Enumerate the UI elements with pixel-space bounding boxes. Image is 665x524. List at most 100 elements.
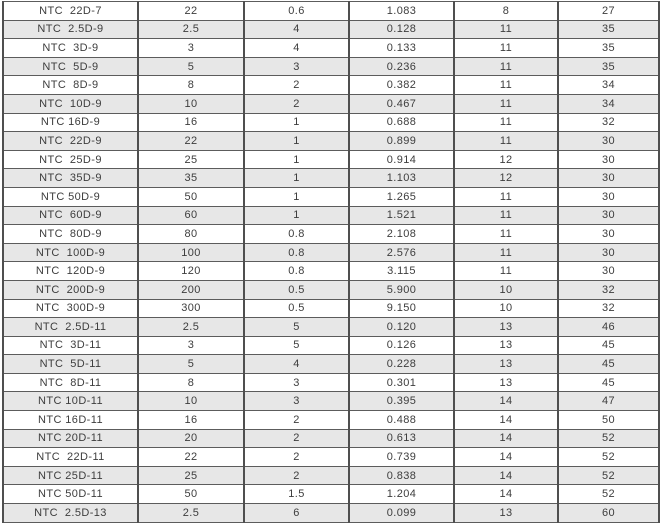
cell-col6: 34 (557, 75, 660, 95)
cell-col2: 5 (137, 354, 245, 374)
cell-col4: 0.838 (348, 465, 455, 486)
cell-col5: 11 (453, 242, 559, 263)
cell-col4: 0.126 (348, 335, 455, 356)
table-row: NTC 2.5D-13 2.5 6 0.099 13 60 (2, 503, 660, 523)
cell-col3: 2 (243, 447, 350, 467)
cell-model: NTC 50D-11 (2, 484, 139, 505)
cell-col4: 5.900 (348, 279, 455, 300)
table-row: NTC 35D-9 35 1 1.103 12 30 (2, 168, 660, 188)
cell-col6: 35 (557, 19, 660, 40)
cell-col6: 52 (557, 465, 660, 486)
cell-col3: 1 (243, 168, 350, 188)
cell-col5: 13 (453, 317, 559, 337)
cell-col4: 0.301 (348, 372, 455, 393)
cell-col3: 5 (243, 335, 350, 356)
cell-col6: 52 (557, 447, 660, 467)
cell-col2: 200 (137, 279, 245, 300)
cell-model: NTC 200D-9 (2, 279, 139, 300)
cell-model: NTC 20D-11 (2, 428, 139, 449)
cell-col5: 13 (453, 372, 559, 393)
table-row: NTC 5D-9 5 3 0.236 11 35 (2, 56, 660, 77)
cell-col4: 0.382 (348, 75, 455, 95)
cell-col2: 10 (137, 391, 245, 412)
cell-col6: 60 (557, 503, 660, 523)
cell-col3: 3 (243, 372, 350, 393)
table-row: NTC 300D-9 300 0.5 9.150 10 32 (2, 298, 660, 319)
cell-col5: 11 (453, 93, 559, 114)
cell-col5: 11 (453, 131, 559, 151)
cell-model: NTC 2.5D-9 (2, 19, 139, 40)
cell-col2: 5 (137, 56, 245, 77)
cell-col2: 120 (137, 261, 245, 281)
cell-col5: 11 (453, 19, 559, 40)
cell-col6: 30 (557, 242, 660, 263)
cell-col3: 2 (243, 93, 350, 114)
cell-col3: 2 (243, 465, 350, 486)
cell-col4: 1.265 (348, 186, 455, 207)
cell-col5: 11 (453, 112, 559, 133)
cell-col6: 30 (557, 149, 660, 170)
cell-col5: 11 (453, 56, 559, 77)
cell-col5: 12 (453, 168, 559, 188)
cell-col4: 0.099 (348, 503, 455, 523)
cell-col4: 1.083 (348, 1, 455, 21)
table-row: NTC 8D-11 8 3 0.301 13 45 (2, 372, 660, 393)
cell-col5: 11 (453, 75, 559, 95)
table-row: NTC 5D-11 5 4 0.228 13 45 (2, 354, 660, 374)
table-row: NTC 60D-9 60 1 1.521 11 30 (2, 205, 660, 226)
cell-col6: 52 (557, 484, 660, 505)
cell-col4: 0.467 (348, 93, 455, 114)
cell-col6: 46 (557, 317, 660, 337)
cell-col4: 0.128 (348, 19, 455, 40)
cell-model: NTC 16D-11 (2, 410, 139, 430)
cell-model: NTC 10D-9 (2, 93, 139, 114)
cell-col3: 4 (243, 38, 350, 58)
cell-col6: 45 (557, 372, 660, 393)
cell-model: NTC 22D-7 (2, 1, 139, 21)
cell-col3: 4 (243, 19, 350, 40)
cell-model: NTC 50D-9 (2, 186, 139, 207)
cell-col5: 14 (453, 410, 559, 430)
cell-model: NTC 2.5D-11 (2, 317, 139, 337)
cell-col2: 10 (137, 93, 245, 114)
cell-col3: 6 (243, 503, 350, 523)
cell-model: NTC 120D-9 (2, 261, 139, 281)
cell-col5: 14 (453, 447, 559, 467)
cell-col6: 30 (557, 224, 660, 244)
cell-model: NTC 16D-9 (2, 112, 139, 133)
table-row: NTC 10D-11 10 3 0.395 14 47 (2, 391, 660, 412)
cell-col5: 14 (453, 428, 559, 449)
cell-col3: 0.8 (243, 242, 350, 263)
cell-col4: 0.133 (348, 38, 455, 58)
cell-col3: 1 (243, 131, 350, 151)
cell-col5: 12 (453, 149, 559, 170)
cell-model: NTC 25D-11 (2, 465, 139, 486)
cell-col5: 10 (453, 279, 559, 300)
cell-col2: 35 (137, 168, 245, 188)
cell-model: NTC 35D-9 (2, 168, 139, 188)
cell-col5: 13 (453, 335, 559, 356)
cell-col3: 2 (243, 410, 350, 430)
cell-col4: 0.228 (348, 354, 455, 374)
cell-model: NTC 2.5D-13 (2, 503, 139, 523)
table-row: NTC 10D-9 10 2 0.467 11 34 (2, 93, 660, 114)
table-row: NTC 3D-11 3 5 0.126 13 45 (2, 335, 660, 356)
table-row: NTC 2.5D-9 2.5 4 0.128 11 35 (2, 19, 660, 40)
cell-col2: 25 (137, 465, 245, 486)
cell-col3: 0.8 (243, 224, 350, 244)
cell-col4: 0.739 (348, 447, 455, 467)
cell-col3: 0.6 (243, 1, 350, 21)
cell-col4: 1.521 (348, 205, 455, 226)
cell-col6: 30 (557, 168, 660, 188)
cell-col2: 20 (137, 428, 245, 449)
cell-col2: 100 (137, 242, 245, 263)
table-row: NTC 200D-9 200 0.5 5.900 10 32 (2, 279, 660, 300)
table-row: NTC 25D-11 25 2 0.838 14 52 (2, 465, 660, 486)
cell-col2: 3 (137, 38, 245, 58)
cell-col4: 0.488 (348, 410, 455, 430)
cell-model: NTC 22D-9 (2, 131, 139, 151)
cell-model: NTC 300D-9 (2, 298, 139, 319)
cell-col4: 0.120 (348, 317, 455, 337)
